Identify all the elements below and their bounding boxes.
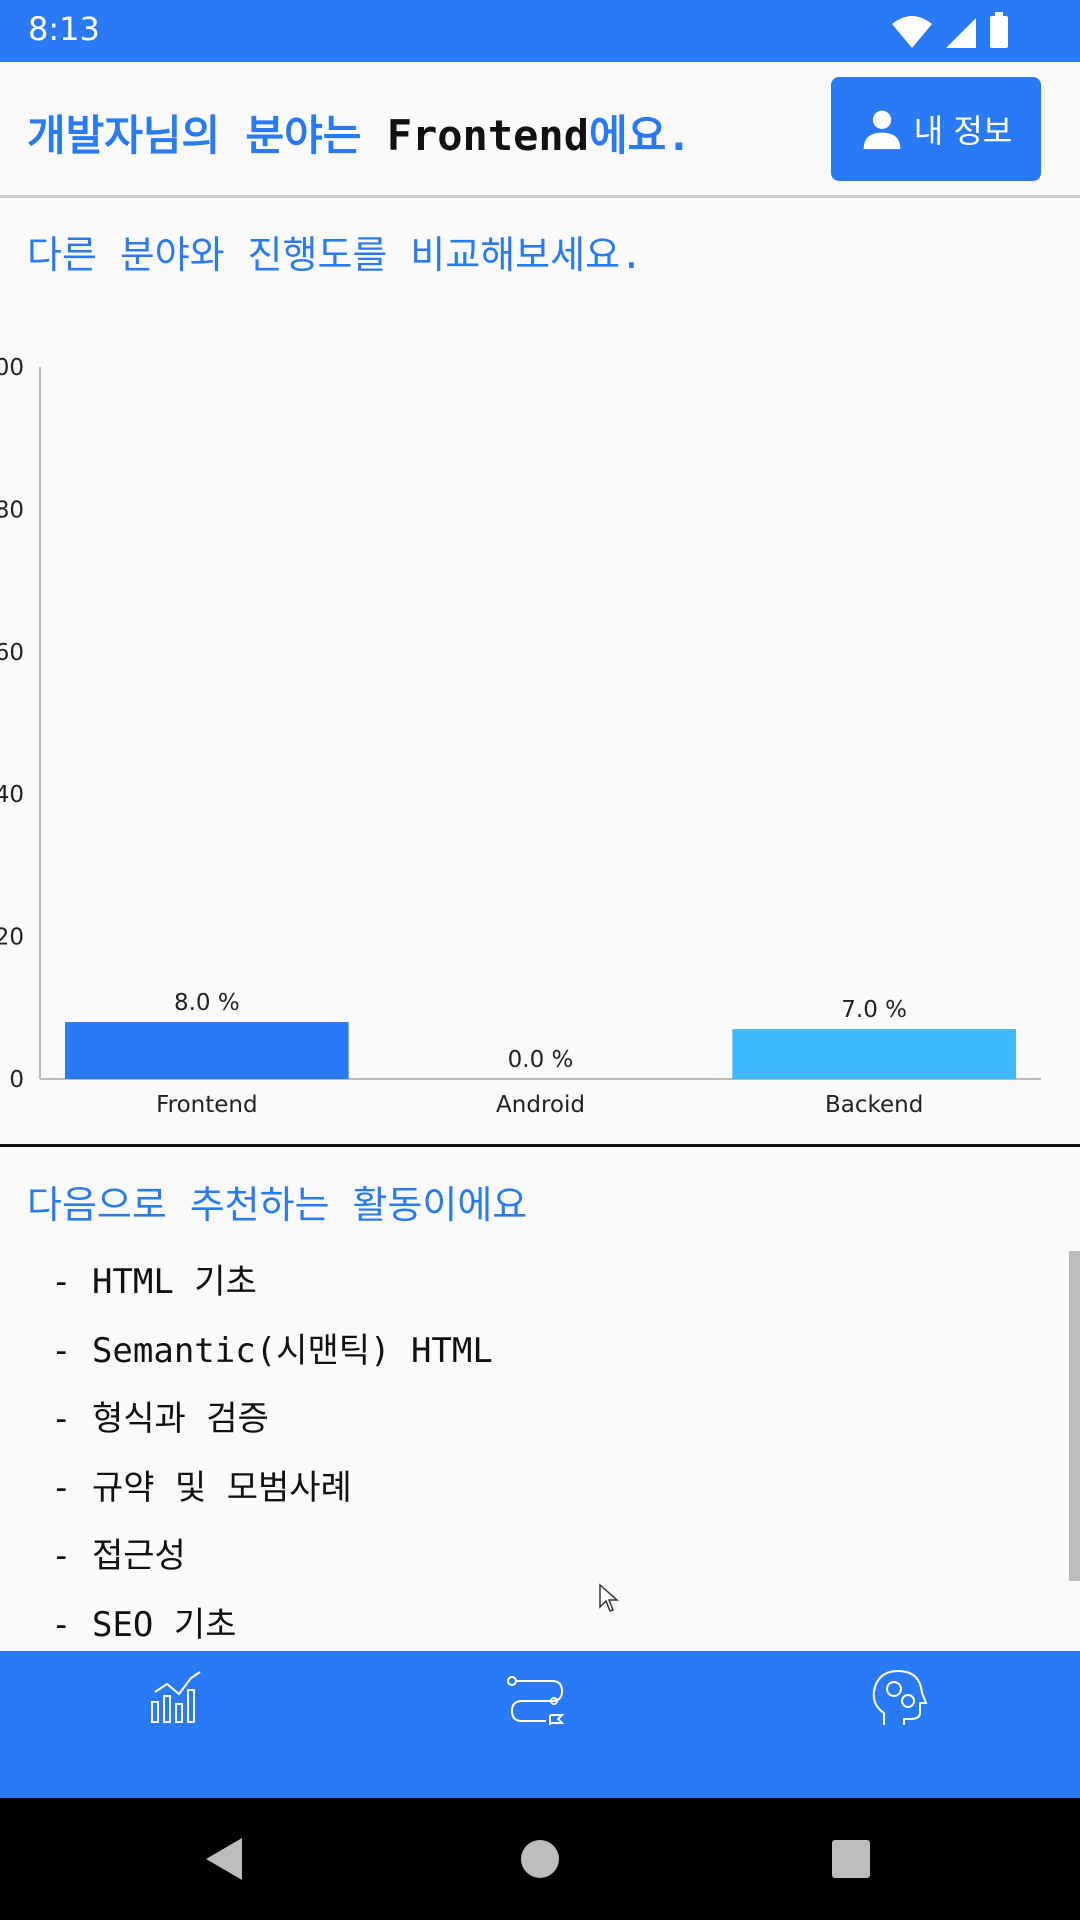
system-buttons (206, 1838, 870, 1880)
recommend-title: 다음으로 추천하는 활동이에요 (27, 1183, 528, 1227)
recommend-item: - 규약 및 모범사례 (51, 1467, 352, 1508)
clock: 8:13 (28, 10, 100, 48)
scrollbar (1069, 1251, 1080, 1581)
title-suffix: 에요. (589, 111, 692, 160)
person-icon (863, 110, 901, 150)
value-label: 7.0 % (841, 997, 907, 1023)
y-tick-label: 20 (0, 925, 24, 951)
recommend-item: - HTML 기초 (51, 1262, 257, 1302)
y-tick-label: 0 (9, 1067, 24, 1093)
recommend-item: - 형식과 검증 (51, 1399, 269, 1439)
x-tick-label: Backend (825, 1092, 923, 1118)
divider (0, 195, 1080, 198)
trend-icon (151, 1671, 201, 1723)
status-bar: 8:13 (0, 0, 1080, 62)
y-tick-label: 40 (0, 782, 24, 808)
bar-chart: 0 20 40 60 80 100 Frontend 8.0 % Android 0.0 % Bac… (0, 355, 1041, 1118)
capability-icon (872, 1669, 928, 1725)
y-tick-label: 80 (0, 497, 24, 523)
value-label: 8.0 % (174, 990, 240, 1016)
y-tick-label: 100 (0, 355, 24, 381)
recommend-item: - 접근성 (51, 1536, 186, 1576)
roadmap-icon (507, 1676, 565, 1725)
recommend-item: - SEO 기초 (51, 1604, 237, 1645)
x-tick-label: Frontend (156, 1092, 258, 1118)
cursor (599, 1583, 619, 1612)
bar (65, 1022, 349, 1079)
header-title: 개발자님의 분야는 Frontend에요. (27, 102, 692, 163)
recommend-item: - Semantic(시맨틱) HTML (51, 1330, 493, 1371)
y-tick-label: 60 (0, 640, 24, 666)
status-icons (892, 12, 1008, 48)
divider (0, 1144, 1080, 1147)
x-tick-label: Android (496, 1092, 585, 1118)
title-prefix: 개발자님의 분야는 (27, 111, 387, 160)
field-name: Frontend (386, 111, 589, 160)
value-label: 0.0 % (508, 1047, 574, 1073)
bottom-nav: Trend Roadmap Capability (0, 1651, 1080, 1798)
bar (732, 1029, 1016, 1079)
system-nav (0, 1798, 1080, 1920)
my-info-button[interactable]: 내 정보 (831, 77, 1041, 181)
subtitle: 다른 분야와 진행도를 비교해보세요. (27, 233, 643, 277)
button-label: 내 정보 (913, 112, 1013, 150)
